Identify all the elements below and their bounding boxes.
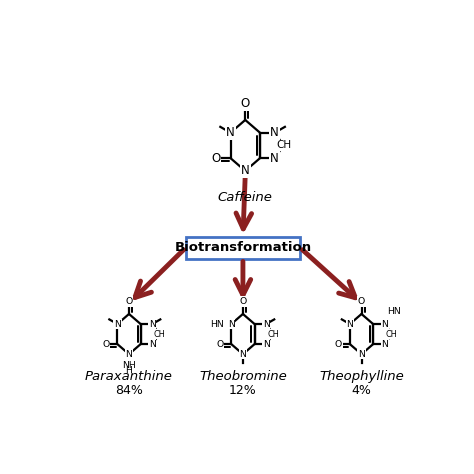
Text: N: N: [226, 126, 235, 139]
Text: N: N: [149, 319, 155, 328]
Text: O: O: [239, 297, 246, 306]
Text: Biotransformation: Biotransformation: [174, 241, 311, 255]
Text: O: O: [241, 97, 250, 110]
Text: 84%: 84%: [115, 384, 143, 397]
Text: HN: HN: [210, 319, 224, 328]
Text: N: N: [263, 319, 270, 328]
Text: O: O: [102, 340, 109, 349]
Text: N: N: [358, 350, 365, 359]
Text: N: N: [263, 340, 270, 349]
Text: Theobromine: Theobromine: [199, 370, 287, 383]
Text: H: H: [126, 366, 132, 375]
Text: N: N: [241, 164, 250, 177]
Text: 12%: 12%: [229, 384, 257, 397]
Text: N: N: [270, 126, 279, 139]
Text: Paraxanthine: Paraxanthine: [85, 370, 173, 383]
Text: CH: CH: [267, 329, 279, 338]
Text: CH: CH: [386, 329, 398, 338]
Text: CH: CH: [276, 140, 291, 150]
FancyBboxPatch shape: [186, 237, 300, 259]
Text: O: O: [126, 297, 133, 306]
Text: N: N: [381, 340, 388, 349]
Text: N: N: [114, 319, 121, 328]
Text: N: N: [126, 350, 132, 359]
Text: Theophylline: Theophylline: [319, 370, 404, 383]
Text: O: O: [335, 340, 342, 349]
Text: N: N: [381, 319, 388, 328]
Text: NH: NH: [122, 361, 136, 370]
Text: N: N: [239, 350, 246, 359]
Text: O: O: [216, 340, 223, 349]
Text: N: N: [228, 319, 235, 328]
Text: Caffeine: Caffeine: [218, 191, 273, 204]
Text: N: N: [346, 319, 353, 328]
Text: 4%: 4%: [352, 384, 372, 397]
Text: N: N: [149, 340, 155, 349]
Text: CH: CH: [154, 329, 165, 338]
Text: O: O: [211, 152, 220, 164]
Text: N: N: [270, 152, 279, 164]
Text: O: O: [358, 297, 365, 306]
Text: HN: HN: [387, 307, 401, 316]
